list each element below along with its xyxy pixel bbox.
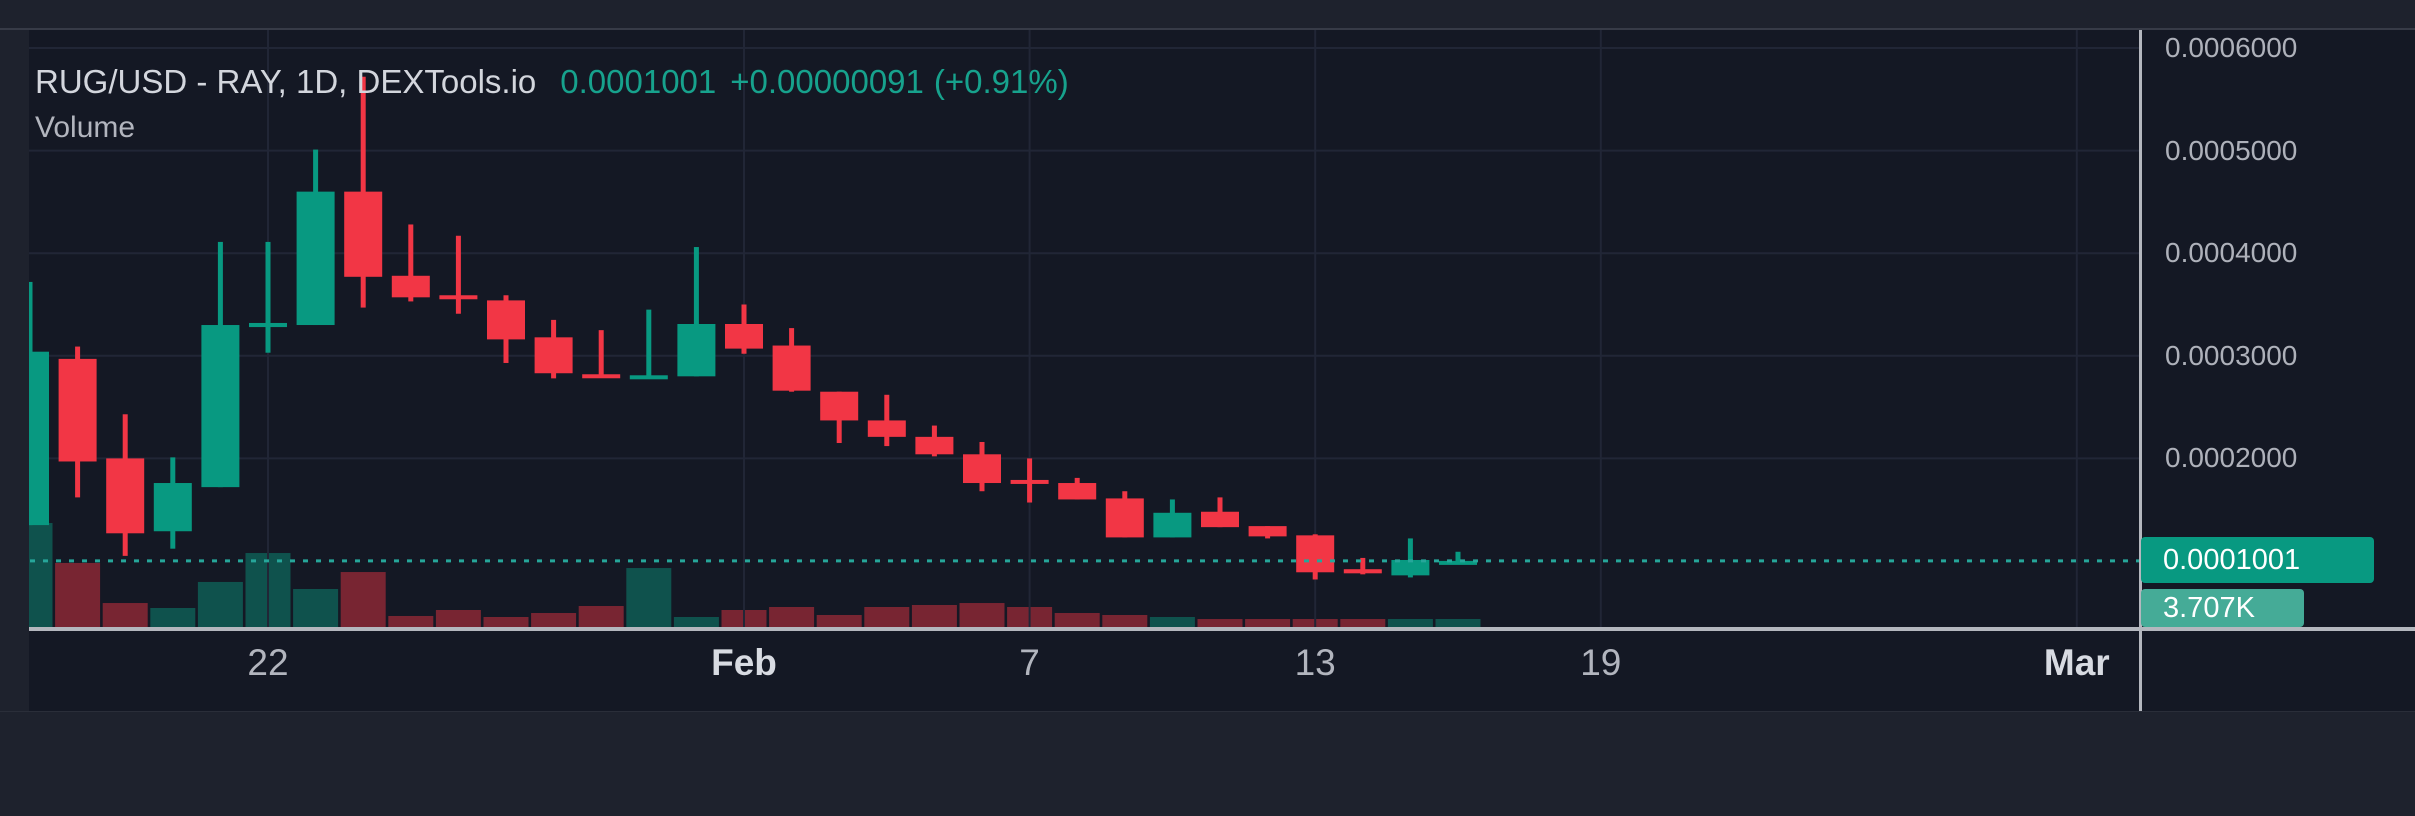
candle-wick (408, 224, 414, 302)
candle-body (439, 295, 478, 300)
volume-bar (150, 607, 196, 627)
volume-bar (483, 617, 529, 627)
candle-wick (1360, 557, 1366, 575)
candle-body (1439, 560, 1477, 565)
price-axis-label: 0.0005000 (2165, 134, 2298, 166)
time-axis-label: Mar (2043, 642, 2110, 683)
attribution-bar: TradingView (0, 712, 2415, 816)
candle-wick (1407, 538, 1413, 578)
candlestick-chart[interactable] (7, 30, 2141, 627)
candle-body (58, 358, 97, 462)
volume-bar (1435, 618, 1481, 627)
pane-top-border (0, 28, 2415, 30)
volume-bar (1197, 619, 1243, 627)
candle-wick (598, 330, 604, 378)
last-price-tag-value: 0.0001001 (2163, 544, 2301, 576)
time-axis-label: 13 (1294, 642, 1336, 683)
price-axis-label: 0.0002000 (2165, 442, 2298, 474)
candle-body (296, 191, 335, 326)
candle-body (1343, 569, 1382, 574)
candle-body (106, 458, 145, 534)
price-axis-separator (2139, 30, 2142, 711)
price-axis[interactable]: 0.0006000 0.0005000 0.0004000 0.0003000 0.00… (2141, 30, 2415, 627)
strip-bottom-border (0, 711, 2415, 712)
candle-body (677, 323, 716, 377)
volume-bar (1102, 614, 1148, 627)
candle-body (249, 322, 287, 328)
volume-bar (293, 588, 339, 627)
candle-body (201, 325, 240, 488)
volume-bar (1340, 619, 1386, 627)
price-axis-label: 0.0003000 (2165, 339, 2298, 371)
candle-body (1105, 498, 1144, 538)
candle-body (1296, 535, 1335, 573)
volume-bar (816, 614, 862, 627)
candle-body (725, 323, 763, 349)
volume-bar (1387, 619, 1433, 627)
volume-bar (55, 562, 101, 627)
time-axis-label: 19 (1580, 642, 1622, 683)
candle-body (11, 351, 49, 526)
time-axis-label: 7 (1019, 642, 1040, 683)
candle-body (915, 436, 954, 455)
candle-body (963, 454, 1001, 484)
price-axis-label: 0.0004000 (2165, 237, 2298, 269)
last-volume-tag-value: 3.707K (2163, 592, 2255, 624)
candle-body (1010, 479, 1049, 484)
volume-bar (1054, 613, 1100, 627)
candle-body (344, 191, 383, 277)
candle-wick (455, 235, 461, 314)
time-axis-label: Feb (711, 642, 777, 683)
candle-body (487, 300, 525, 340)
volume-bar (197, 581, 243, 627)
candle-body (1153, 512, 1192, 538)
candle-body (534, 337, 573, 374)
volume-bar (102, 603, 148, 627)
volume-bar (340, 572, 386, 627)
candle-wick (1455, 551, 1461, 563)
time-axis[interactable]: 22 Feb 7 13 19 Mar (29, 631, 2415, 711)
candle-body (820, 391, 859, 421)
volume-bar (435, 610, 481, 627)
candle-wick (646, 309, 652, 379)
candle-body (1058, 483, 1097, 500)
time-axis-label: 22 (247, 642, 289, 683)
volume-bar (531, 613, 577, 627)
volume-bar (911, 604, 957, 627)
volume-bar (7, 523, 53, 627)
candle-body (582, 374, 621, 379)
candle-wick (265, 241, 271, 353)
time-axis-separator (29, 627, 2415, 631)
candle-body (629, 375, 668, 380)
volume-bar (864, 607, 910, 627)
volume-bar (388, 615, 434, 627)
volume-bar (769, 607, 815, 627)
candle-body (1391, 559, 1430, 576)
last-price-tag: 0.0001001 (2141, 537, 2374, 583)
candle-body (1248, 526, 1287, 537)
last-volume-tag: 3.707K (2141, 589, 2304, 627)
volume-bar (959, 603, 1005, 627)
price-chart-pane[interactable] (7, 30, 2141, 627)
volume-bar (673, 617, 719, 627)
candle-body (391, 275, 430, 298)
volume-bar (626, 568, 672, 627)
volume-bar (1149, 617, 1195, 627)
candle-wick (693, 247, 699, 377)
candle-body (867, 420, 906, 437)
volume-bar (1245, 619, 1291, 627)
candle-body (153, 483, 192, 532)
volume-bar (578, 606, 624, 627)
price-axis-label: 0.0006000 (2165, 32, 2298, 63)
candle-body (772, 345, 811, 391)
candle-body (1201, 511, 1239, 528)
